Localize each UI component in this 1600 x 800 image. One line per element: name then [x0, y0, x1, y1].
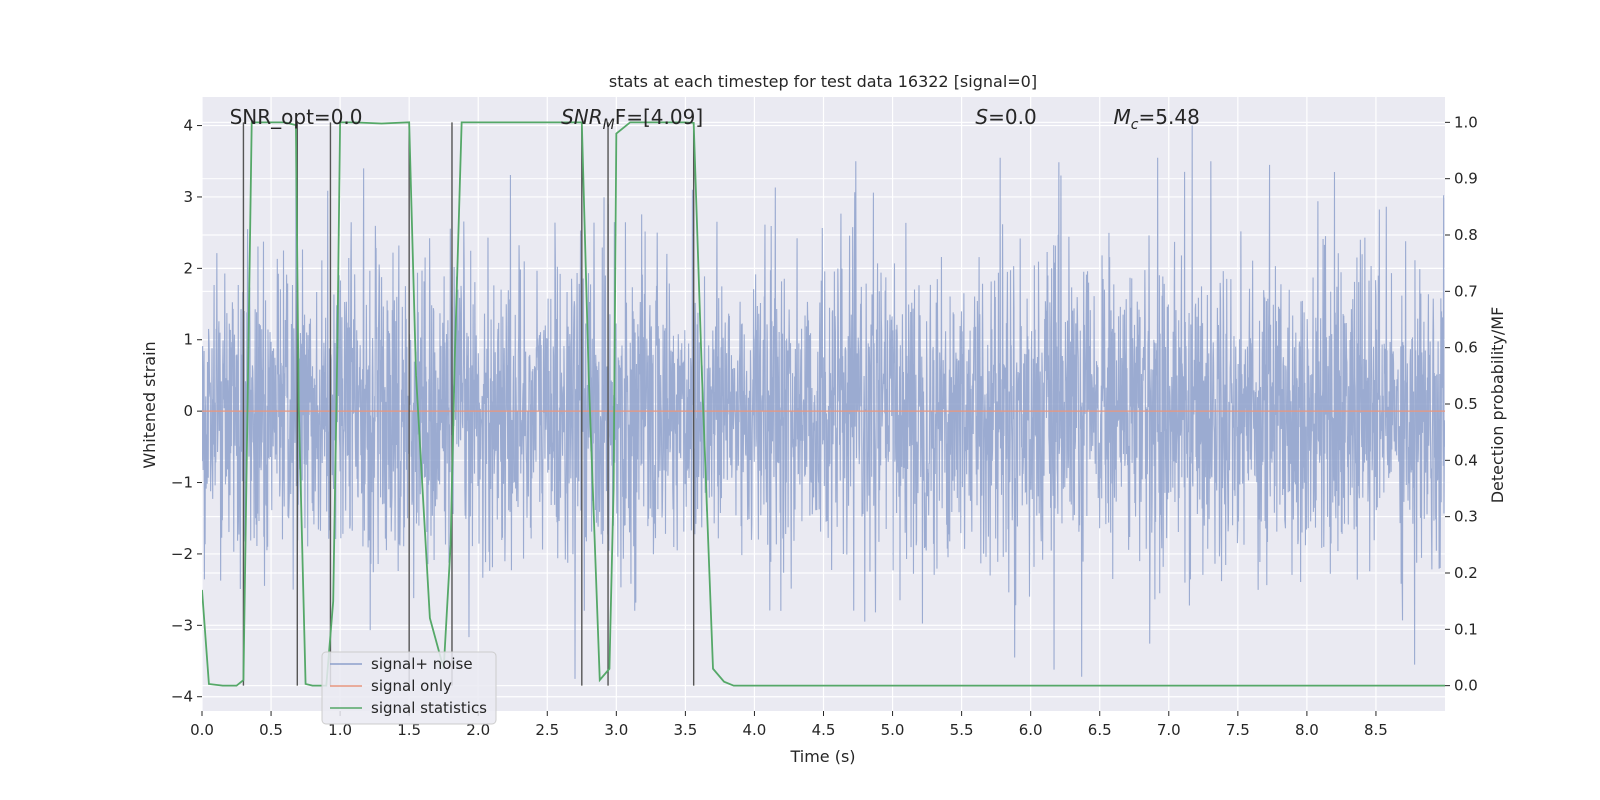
x-tick-label: 1.5	[397, 721, 421, 739]
x-tick-label: 8.5	[1364, 721, 1388, 739]
x-tick-label: 3.0	[604, 721, 628, 739]
y-tick-label: −4	[171, 688, 193, 706]
x-tick-label: 1.0	[328, 721, 352, 739]
y2-tick-label: 0.4	[1454, 451, 1478, 469]
y-axis-label: Whitened strain	[140, 341, 159, 468]
series-signal-statistics	[202, 121, 1445, 687]
y-tick-label: 2	[183, 259, 193, 277]
x-tick-label: 0.5	[259, 721, 283, 739]
y2-tick-label: 0.9	[1454, 170, 1478, 188]
x-tick-label: 4.0	[743, 721, 767, 739]
legend-box	[321, 651, 497, 725]
y-tick-label: 4	[183, 117, 193, 135]
y2-tick-label: 0.6	[1454, 339, 1478, 357]
y2-tick-label: 0.5	[1454, 395, 1478, 413]
x-tick-label: 6.0	[1019, 721, 1043, 739]
x-tick-label: 2.5	[535, 721, 559, 739]
y2-tick-label: 0.2	[1454, 564, 1478, 582]
x-tick-label: 7.5	[1226, 721, 1250, 739]
y2-tick-label: 1.0	[1454, 113, 1478, 131]
x-tick-label: 5.0	[881, 721, 905, 739]
right-axis-ticks: 1.0 0.9 0.8 0.7 0.6 0.5 0.4 0.3 0.2 0.1 0.0	[1445, 113, 1478, 695]
annotations: SNR_opt=0.0 SNRMF=[4.09] S=0.0 Mc=5.48	[230, 105, 1200, 133]
y2-tick-label: 0.7	[1454, 282, 1478, 300]
right-axis-label: Detection probability/MF	[1488, 307, 1507, 504]
x-tick-label: 0.0	[190, 721, 214, 739]
legend-label-signal-statistics: signal statistics	[371, 699, 487, 717]
x-tick-label: 2.0	[466, 721, 490, 739]
legend: signal+ noise signal only signal statist…	[321, 651, 497, 725]
y-tick-label: 3	[183, 188, 193, 206]
y-tick-label: −1	[171, 474, 193, 492]
y-tick-label: 0	[183, 402, 193, 420]
x-axis-label: Time (s)	[789, 747, 855, 766]
x-tick-label: 4.5	[812, 721, 836, 739]
legend-label-signal-only: signal only	[371, 677, 452, 695]
y2-tick-label: 0.8	[1454, 226, 1478, 244]
y2-tick-label: 0.1	[1454, 620, 1478, 638]
x-tick-label: 3.5	[673, 721, 697, 739]
x-axis-ticks: 0.0 0.5 1.0 1.5 2.0 2.5 3.0 3.5 4.0 4.5 5.0 5.5 6.0 6…	[190, 711, 1388, 739]
x-tick-label: 5.5	[950, 721, 974, 739]
y-axis-ticks: 4 3 2 1 0 −1 −2 −3 −4	[171, 117, 202, 706]
x-tick-label: 6.5	[1088, 721, 1112, 739]
y2-tick-label: 0.3	[1454, 508, 1478, 526]
y2-tick-label: 0.0	[1454, 677, 1478, 695]
y-tick-label: −3	[171, 616, 193, 634]
annotation-text: Mc=5.48	[1114, 105, 1200, 133]
signal-statistics-line	[202, 121, 1445, 687]
annotation-text: SNRMF=[4.09]	[561, 105, 703, 133]
y-tick-label: 1	[183, 331, 193, 349]
x-tick-label: 8.0	[1295, 721, 1319, 739]
legend-label-signal-noise: signal+ noise	[371, 655, 473, 673]
chart-title: stats at each timestep for test data 163…	[609, 72, 1037, 91]
y-tick-label: −2	[171, 545, 193, 563]
annotation-text: SNR_opt=0.0	[230, 105, 363, 129]
annotation-text: S=0.0	[975, 105, 1036, 129]
x-tick-label: 7.0	[1157, 721, 1181, 739]
